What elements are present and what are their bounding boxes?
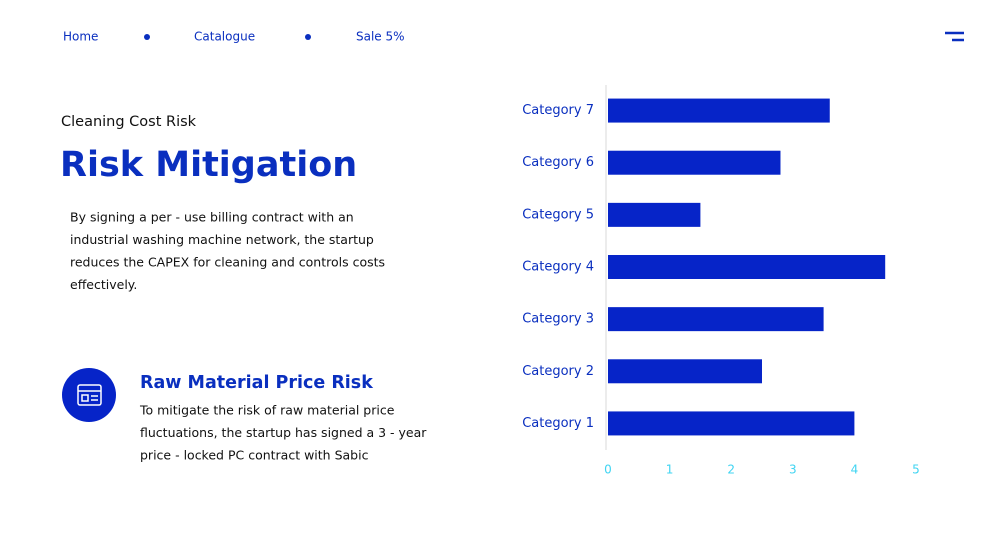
feature-line: price - locked PC contract with Sabic xyxy=(140,448,369,463)
x-tick-label: 0 xyxy=(604,463,612,477)
x-tick-label: 2 xyxy=(727,463,735,477)
category-label: Category 6 xyxy=(522,155,594,170)
browser-icon xyxy=(77,384,102,406)
bar xyxy=(608,359,762,384)
bar xyxy=(608,255,886,279)
category-label: Category 3 xyxy=(522,312,594,327)
feature-line: To mitigate the risk of raw material pri… xyxy=(139,403,395,418)
nav-catalogue[interactable]: Catalogue xyxy=(194,30,255,44)
bar xyxy=(608,411,855,436)
category-label: Category 1 xyxy=(522,416,594,431)
category-label: Category 4 xyxy=(522,260,594,275)
bar xyxy=(608,150,781,175)
nav-home[interactable]: Home xyxy=(63,30,98,44)
feature-line: fluctuations, the startup has signed a 3… xyxy=(140,425,427,440)
body-line: reduces the CAPEX for cleaning and contr… xyxy=(70,255,385,270)
body-line: By signing a per - use billing contract … xyxy=(70,210,354,225)
x-tick-label: 5 xyxy=(912,463,920,477)
bar xyxy=(608,307,824,332)
title: Risk Mitigation xyxy=(60,145,357,185)
nav-dot xyxy=(305,34,311,40)
bar xyxy=(608,98,830,123)
body-line: industrial washing machine network, the … xyxy=(70,232,374,247)
feature-title: Raw Material Price Risk xyxy=(140,373,373,393)
body-line: effectively. xyxy=(70,277,137,292)
eyebrow: Cleaning Cost Risk xyxy=(61,114,197,130)
bar xyxy=(608,202,701,227)
nav-sale[interactable]: Sale 5% xyxy=(356,30,405,44)
x-tick-label: 4 xyxy=(851,463,859,477)
menu-icon[interactable] xyxy=(945,31,964,42)
category-label: Category 2 xyxy=(522,364,594,379)
x-tick-label: 3 xyxy=(789,463,797,477)
x-tick-label: 1 xyxy=(666,463,674,477)
feature-icon xyxy=(62,368,116,422)
category-label: Category 5 xyxy=(522,207,594,222)
category-label: Category 7 xyxy=(522,103,594,118)
nav-dot xyxy=(144,34,150,40)
